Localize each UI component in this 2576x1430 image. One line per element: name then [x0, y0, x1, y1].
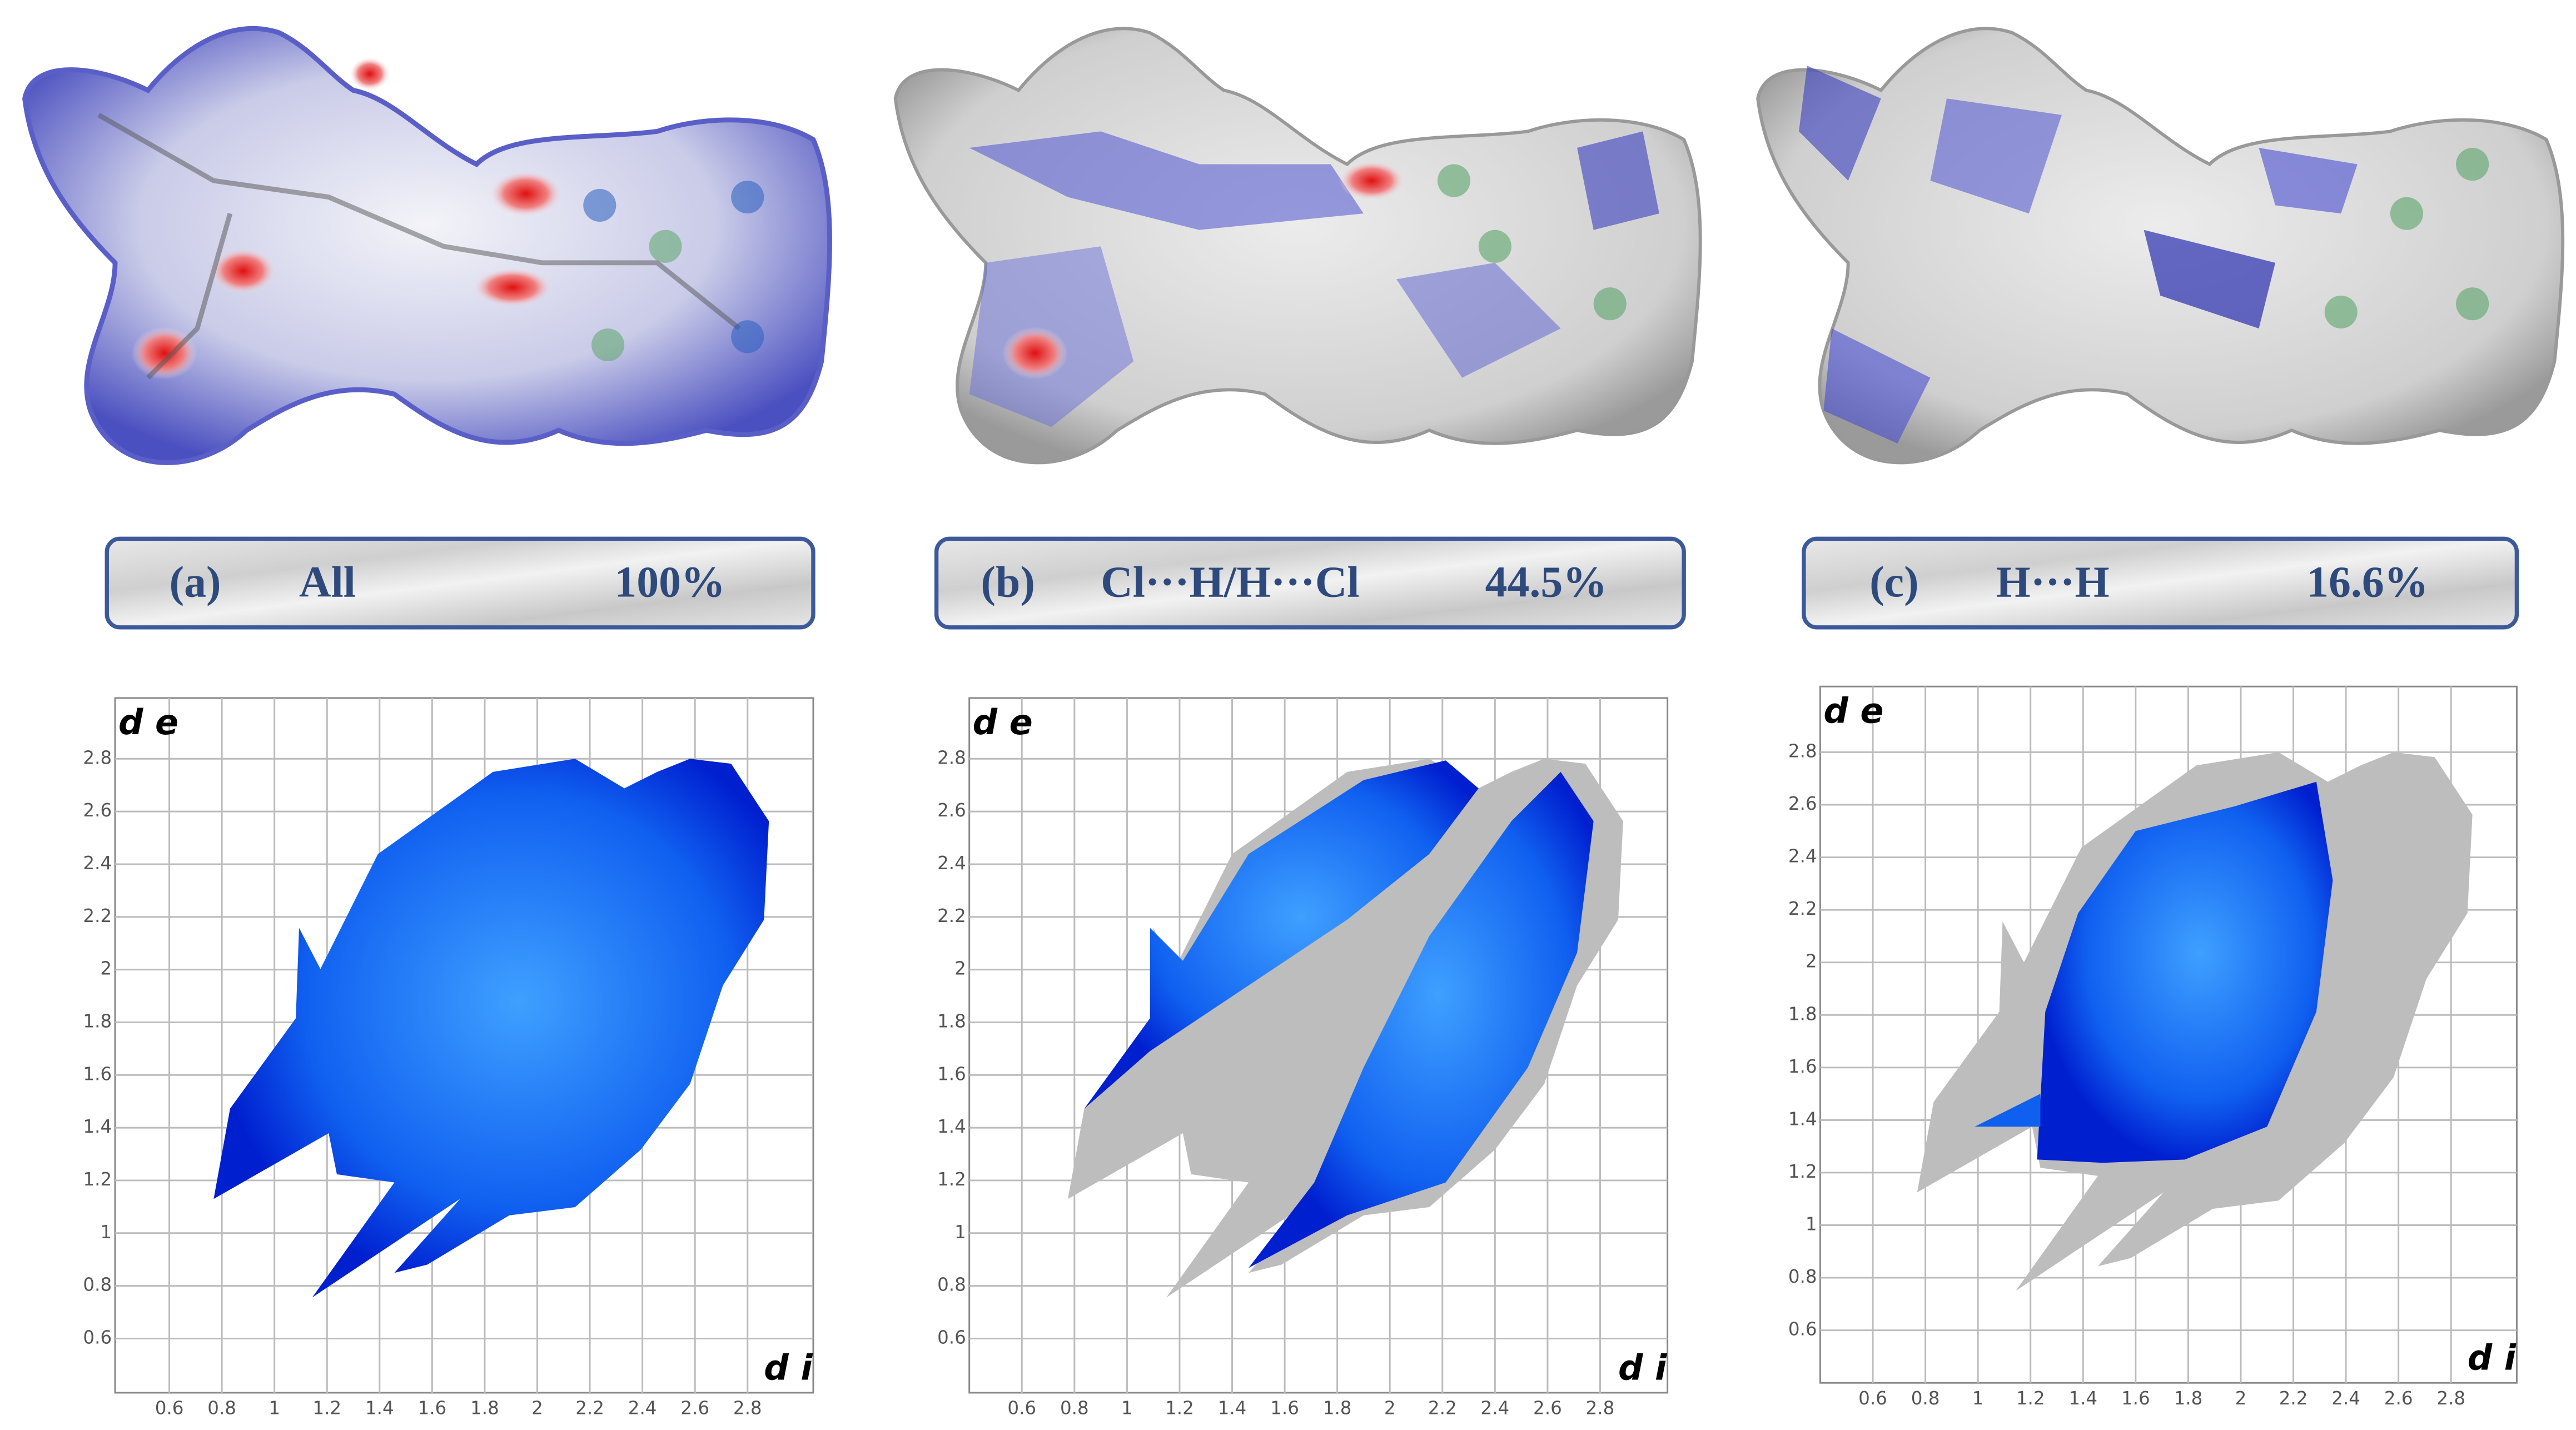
x-tick-label: 0.8 [207, 1397, 236, 1418]
panel-label: (a) [170, 557, 221, 606]
x-tick-label: 0.6 [155, 1397, 184, 1418]
x-tick-label: 2.2 [2279, 1388, 2308, 1409]
x-tick-label: 1.4 [2068, 1388, 2097, 1409]
x-tick-label: 1 [268, 1397, 280, 1418]
y-tick-label: 1 [954, 1222, 966, 1243]
contact-name: Cl···H/H···Cl [1101, 557, 1359, 606]
x-tick-label: 1.6 [1270, 1397, 1299, 1418]
x-tick-label: 1.8 [2174, 1388, 2203, 1409]
surface-a [25, 28, 830, 462]
y-axis-label: d e [118, 702, 178, 743]
y-tick-label: 1.8 [83, 1010, 112, 1032]
x-tick-label: 2.8 [733, 1397, 762, 1418]
y-tick-label: 1 [1806, 1214, 1817, 1235]
x-tick-label: 1.8 [1323, 1397, 1352, 1418]
x-tick-label: 2.6 [680, 1397, 709, 1418]
y-tick-label: 0.6 [83, 1327, 112, 1348]
x-tick-label: 1 [1972, 1388, 1984, 1409]
x-tick-label: 1.2 [2016, 1388, 2045, 1409]
y-axis-label: d e [1823, 690, 1883, 731]
y-tick-label: 2.4 [1788, 846, 1817, 867]
y-tick-label: 2 [1806, 951, 1817, 972]
x-tick-label: 2.4 [1481, 1397, 1510, 1418]
x-tick-label: 1.8 [470, 1397, 499, 1418]
panel-label: (b) [981, 557, 1035, 606]
x-tick-label: 0.6 [1007, 1397, 1036, 1418]
fingerprint-b [1068, 759, 1623, 1298]
y-tick-label: 1.8 [937, 1010, 966, 1032]
x-axis-label: d i [764, 1347, 813, 1388]
contact-percent: 44.5% [1485, 557, 1607, 606]
x-tick-label: 2.4 [628, 1397, 657, 1418]
contact-name: H···H [1996, 557, 2110, 606]
y-tick-label: 0.8 [83, 1274, 112, 1296]
y-tick-label: 1.6 [937, 1063, 966, 1084]
y-tick-label: 2.8 [937, 747, 966, 768]
x-tick-label: 2.4 [2331, 1388, 2360, 1409]
x-tick-label: 0.8 [1060, 1397, 1089, 1418]
y-tick-label: 1.4 [1788, 1108, 1817, 1129]
x-axis-label: d i [1618, 1347, 1667, 1388]
y-tick-label: 2.6 [937, 800, 966, 821]
y-tick-label: 2.2 [937, 905, 966, 926]
y-tick-label: 1.8 [1788, 1003, 1817, 1024]
x-axis-label: d i [2468, 1338, 2517, 1378]
y-tick-label: 1.2 [937, 1169, 966, 1190]
x-tick-label: 1.2 [1165, 1397, 1194, 1418]
caption-boxes [105, 536, 2519, 630]
x-tick-label: 2.6 [1533, 1397, 1562, 1418]
y-tick-label: 2.2 [83, 905, 112, 926]
x-tick-label: 0.6 [1858, 1388, 1887, 1409]
y-tick-label: 2 [954, 958, 966, 979]
contact-percent: 16.6% [2306, 557, 2428, 606]
x-tick-label: 2.8 [2436, 1388, 2465, 1409]
x-tick-label: 2 [531, 1397, 543, 1418]
y-tick-label: 2.8 [83, 747, 112, 768]
y-tick-label: 0.8 [1788, 1266, 1817, 1287]
y-tick-label: 2.6 [1788, 793, 1817, 814]
y-tick-label: 1.4 [83, 1116, 112, 1137]
x-tick-label: 1.2 [312, 1397, 341, 1418]
fingerprint-c [1917, 752, 2473, 1291]
y-tick-label: 0.6 [1788, 1319, 1817, 1340]
x-tick-label: 1.6 [418, 1397, 447, 1418]
x-tick-label: 1.6 [2121, 1388, 2150, 1409]
surface-c [1758, 28, 2563, 462]
y-axis-label: d e [973, 702, 1033, 743]
y-tick-label: 1.6 [1788, 1056, 1817, 1077]
contact-name: All [299, 557, 356, 606]
x-tick-label: 2 [1384, 1397, 1396, 1418]
y-tick-label: 0.8 [937, 1274, 966, 1296]
y-tick-label: 1.2 [83, 1169, 112, 1190]
x-tick-label: 2.2 [575, 1397, 604, 1418]
x-tick-label: 0.8 [1911, 1388, 1940, 1409]
y-tick-label: 2.4 [83, 853, 112, 874]
x-tick-label: 2.8 [1586, 1397, 1615, 1418]
y-tick-label: 2.4 [937, 853, 966, 874]
x-tick-label: 1 [1121, 1397, 1133, 1418]
x-tick-label: 2.2 [1428, 1397, 1457, 1418]
x-tick-label: 2.6 [2384, 1388, 2413, 1409]
x-tick-label: 1.4 [1218, 1397, 1247, 1418]
panel-label: (c) [1869, 557, 1919, 606]
x-tick-label: 1.4 [365, 1397, 394, 1418]
y-tick-label: 1.6 [83, 1063, 112, 1084]
y-tick-label: 0.6 [937, 1327, 966, 1348]
y-tick-label: 2 [100, 958, 112, 979]
surface-b [896, 28, 1700, 462]
y-tick-label: 2.6 [83, 800, 112, 821]
y-tick-label: 2.8 [1788, 740, 1817, 761]
x-tick-label: 2 [2235, 1388, 2247, 1409]
y-tick-label: 1 [100, 1222, 112, 1243]
y-tick-label: 1.2 [1788, 1161, 1817, 1182]
y-tick-label: 2.2 [1788, 898, 1817, 919]
contact-percent: 100% [614, 557, 725, 606]
y-tick-label: 1.4 [937, 1116, 966, 1137]
